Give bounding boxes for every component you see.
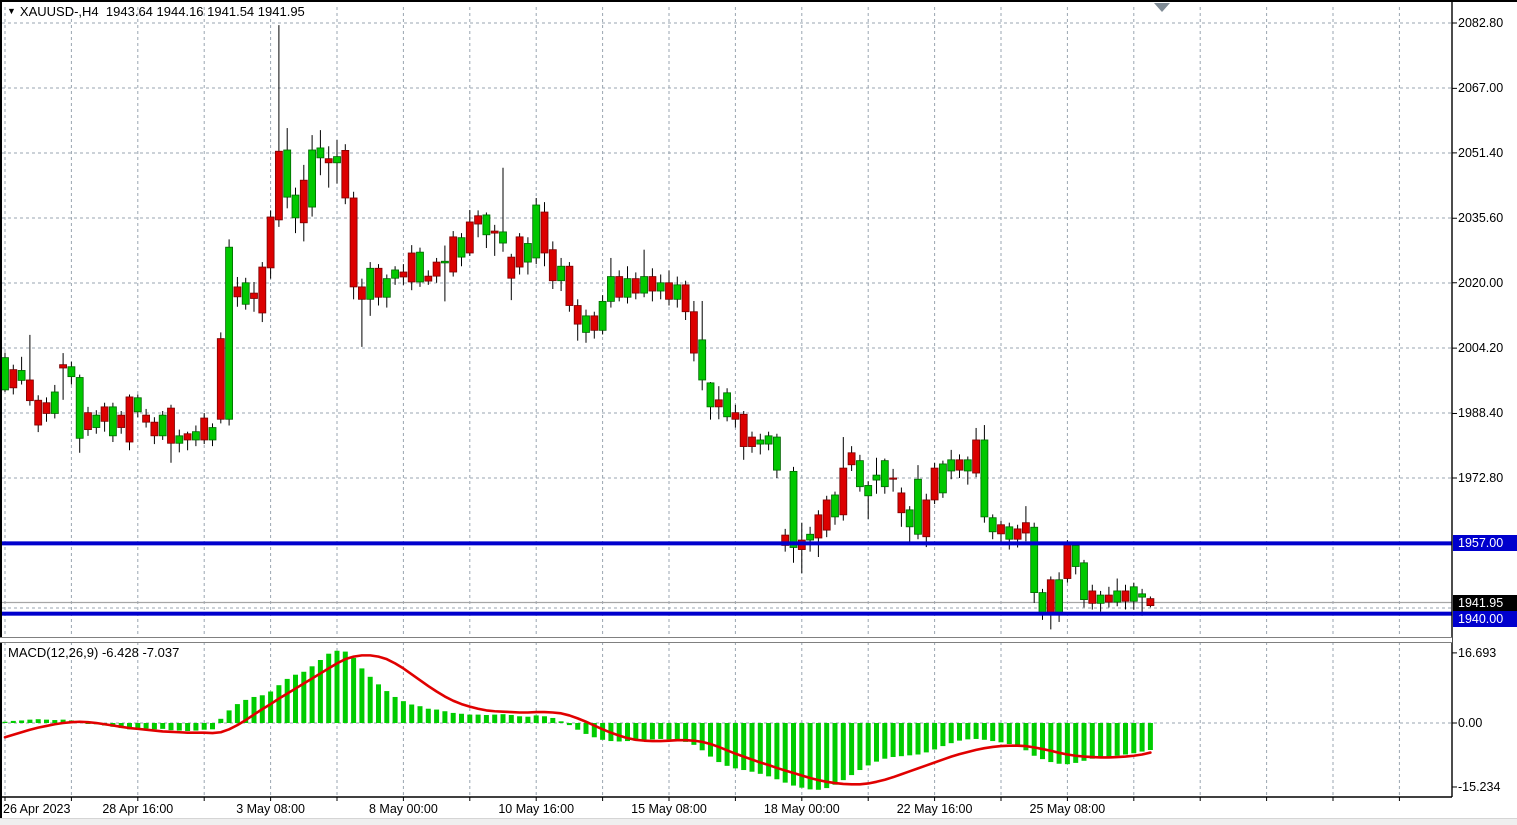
time-axis-label: 8 May 00:00 [368, 802, 438, 816]
time-axis-label: 10 May 16:00 [498, 802, 575, 816]
window-border-left [0, 0, 2, 818]
indicator-signal-value: -7.037 [142, 645, 180, 660]
time-axis-label: 22 May 16:00 [896, 802, 973, 816]
dropdown-arrow-icon[interactable]: ▼ [7, 6, 16, 16]
price-axis-label: 2051.40 [1458, 145, 1504, 160]
price-axis-label: 1988.40 [1458, 406, 1504, 421]
indicator-name: MACD(12,26,9) [8, 645, 99, 660]
indicator-axis-label: -15.234 [1458, 779, 1501, 794]
ohlc-high: 1944.16 [156, 4, 204, 19]
price-axis-label: 2020.00 [1458, 275, 1504, 290]
symbol-label: XAUUSD-,H4 [19, 4, 99, 19]
macd-histogram-series [2, 650, 1153, 790]
time-axis-label: 3 May 08:00 [236, 802, 305, 816]
price-axis-label: 2004.20 [1458, 341, 1504, 356]
time-axis-label: 18 May 00:00 [763, 802, 840, 816]
ohlc-close: 1941.95 [257, 4, 305, 19]
indicator-label: MACD(12,26,9) -6.428 -7.037 [8, 645, 179, 660]
time-axis-label: 15 May 08:00 [631, 802, 707, 816]
ohlc-open: 1943.64 [105, 4, 153, 19]
ohlc-low: 1941.54 [207, 4, 255, 19]
candlestick-series [1, 25, 1155, 630]
time-axis-label: 25 May 08:00 [1029, 802, 1106, 816]
symbol-header: ▼ XAUUSD-,H4 1943.64 1944.16 1941.54 1941… [7, 4, 305, 19]
indicator-axis-label: 0.00 [1458, 716, 1483, 730]
price-tag-level-1957: 1957.00 [1453, 535, 1517, 552]
price-axis-label: 2067.00 [1458, 81, 1504, 96]
price-axis-label: 2035.60 [1458, 211, 1504, 226]
panel-splitter[interactable] [0, 637, 1452, 643]
indicator-macd-value: -6.428 [101, 645, 139, 660]
price-axis-label: 1972.80 [1458, 471, 1504, 485]
indicator-axis-label: 16.693 [1458, 645, 1497, 660]
price-tag-level-1940: 1940.00 [1453, 610, 1517, 627]
macd-signal-line [3, 654, 1152, 786]
window-bottom-strip [0, 818, 1517, 825]
price-axis-label: 2082.80 [1458, 16, 1504, 30]
window-border-top [0, 0, 1517, 2]
time-axis-label: 28 Apr 16:00 [102, 802, 174, 816]
time-axis-label: 26 Apr 2023 [3, 802, 71, 816]
price-tag-bid: 1941.95 [1453, 594, 1517, 611]
chart-shift-marker-icon[interactable] [1154, 3, 1170, 12]
